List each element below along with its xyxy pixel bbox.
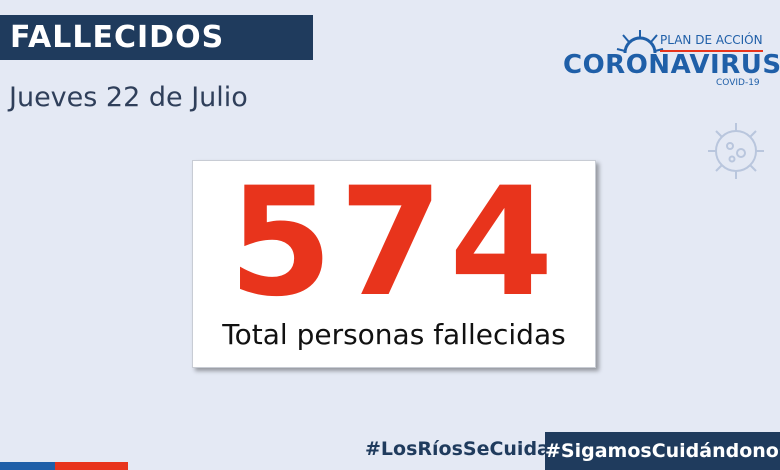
title: FALLECIDOS: [10, 20, 225, 55]
date: Jueves 22 de Julio: [9, 82, 248, 113]
logo-text: PLAN DE ACCIÓN: [660, 33, 763, 47]
hashtag: #LosRíosSeCuida: [365, 438, 550, 460]
total-value: 574: [228, 156, 560, 330]
title-bar: [0, 15, 313, 60]
stripe: [0, 462, 55, 470]
virus-icon: [708, 123, 764, 179]
stripe: [55, 462, 128, 470]
logo-subtext: COVID-19: [716, 78, 760, 88]
logo-title: CORONAVIRUS: [563, 50, 780, 80]
value-card: [192, 160, 596, 368]
logo-icon: [616, 30, 664, 53]
hashtag-box: [545, 432, 780, 470]
hashtag: #SigamosCuidándonos: [545, 440, 780, 462]
total-label: Total personas fallecidas: [222, 318, 566, 351]
logo-rule: [660, 50, 763, 52]
